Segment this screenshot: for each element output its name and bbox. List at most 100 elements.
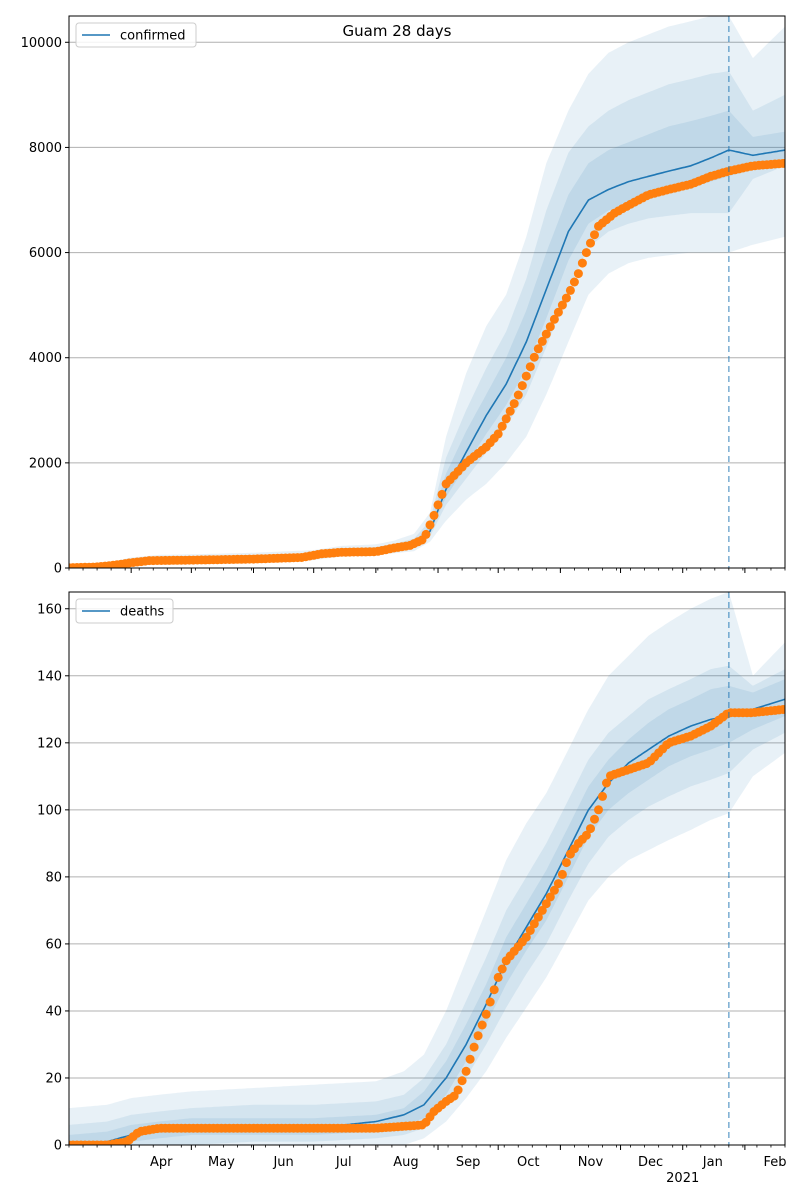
observed-point [553, 307, 563, 317]
y-tick-label: 0 [54, 1139, 62, 1154]
observed-point [453, 1085, 463, 1095]
observed-point [437, 489, 447, 499]
observed-point [581, 830, 591, 840]
observed-point [529, 919, 539, 929]
observed-point [590, 230, 599, 240]
observed-point [586, 824, 595, 834]
x-year-label: 2021 [666, 1171, 699, 1186]
observed-point [557, 300, 567, 310]
y-tick-label: 4000 [29, 351, 62, 366]
observed-point [545, 892, 555, 902]
observed-point [577, 258, 587, 268]
y-tick-label: 100 [37, 803, 62, 818]
prediction-band [69, 71, 785, 568]
observed-point [598, 791, 607, 801]
observed-point [481, 1009, 491, 1019]
y-tick-label: 8000 [29, 141, 62, 156]
y-tick-label: 160 [37, 602, 62, 617]
observed-point [553, 879, 563, 889]
legend: confirmed [75, 22, 197, 48]
observed-point [529, 352, 539, 362]
observed-point [433, 500, 443, 510]
observed-point [521, 371, 531, 381]
observed-point [525, 926, 535, 935]
observed-point [590, 814, 599, 824]
plot-area [69, 16, 785, 568]
observed-point [778, 705, 785, 714]
observed-point [497, 964, 507, 974]
prediction-band [69, 110, 785, 568]
observed-point [533, 912, 543, 922]
y-tick-label: 10000 [21, 36, 62, 51]
observed-point [778, 158, 785, 168]
observed-point [586, 238, 595, 248]
y-tick-label: 60 [45, 937, 62, 952]
observed-point [561, 293, 571, 303]
axes-frame [68, 591, 786, 1146]
legend-label: confirmed [120, 29, 186, 44]
observed-point [421, 529, 431, 539]
observed-point [561, 858, 571, 868]
y-tick-label: 140 [37, 669, 62, 684]
observed-point [549, 885, 559, 895]
observed-point [501, 414, 511, 424]
chart-title: Guam 28 days [343, 22, 452, 40]
observed-point [477, 1020, 487, 1030]
observed-point [537, 336, 547, 346]
observed-point [513, 390, 523, 400]
observed-point [505, 406, 515, 416]
x-tick-label: Jan [702, 1155, 723, 1170]
observed-point [497, 421, 507, 431]
y-tick-label: 80 [45, 870, 62, 885]
observed-point [521, 932, 531, 942]
confirmed-panel: 0 2000 4000 6000 8000 10000 confirmed [21, 15, 786, 577]
prediction-band [69, 592, 785, 1145]
y-tick-label: 20 [45, 1071, 62, 1086]
observed-point [602, 778, 611, 788]
y-tick-label: 40 [45, 1004, 62, 1019]
observed-point [461, 1066, 471, 1076]
legend-box [75, 598, 174, 624]
x-tick-label: Apr [150, 1155, 173, 1170]
observed-point [525, 362, 535, 372]
observed-point [517, 381, 527, 391]
y-tick-label: 120 [37, 736, 62, 751]
observed-point [493, 429, 503, 439]
x-tick-label: Jul [335, 1155, 352, 1170]
x-tick-label: Oct [517, 1155, 539, 1170]
observed-point [581, 248, 591, 258]
x-tick-label: Sep [456, 1155, 481, 1170]
observed-point [473, 1031, 483, 1041]
legend-label: deaths [120, 605, 165, 620]
observed-point [537, 905, 547, 915]
observed-point [493, 972, 503, 982]
observed-point [465, 1054, 475, 1064]
plot-area [69, 592, 785, 1145]
observed-point [549, 314, 559, 324]
observed-point [457, 1076, 467, 1086]
prediction-band [69, 16, 785, 568]
x-tick-label: Jun [272, 1155, 293, 1170]
legend-box [75, 22, 197, 48]
deaths-panel: 0 20 40 60 80 100 120 140 160 Apr May Jun Jul Aug Sep O… [37, 591, 786, 1186]
legend: deaths [75, 598, 174, 624]
axes-frame [68, 15, 786, 569]
x-tick-label: May [208, 1155, 235, 1170]
observed-point [541, 899, 551, 909]
observed-point [569, 277, 579, 287]
y-tick-label: 0 [54, 562, 62, 577]
observed-point [594, 805, 603, 815]
observed-point [509, 399, 519, 409]
x-tick-label: Nov [578, 1155, 604, 1170]
observed-point [469, 1042, 479, 1052]
observed-point [425, 520, 435, 530]
y-tick-label: 6000 [29, 246, 62, 261]
observed-point [565, 285, 575, 295]
x-tick-label: Feb [763, 1155, 786, 1170]
observed-point [541, 329, 551, 339]
observed-point [485, 997, 495, 1007]
y-tick-label: 2000 [29, 456, 62, 471]
observed-point [573, 269, 583, 279]
observed-point [533, 344, 543, 354]
